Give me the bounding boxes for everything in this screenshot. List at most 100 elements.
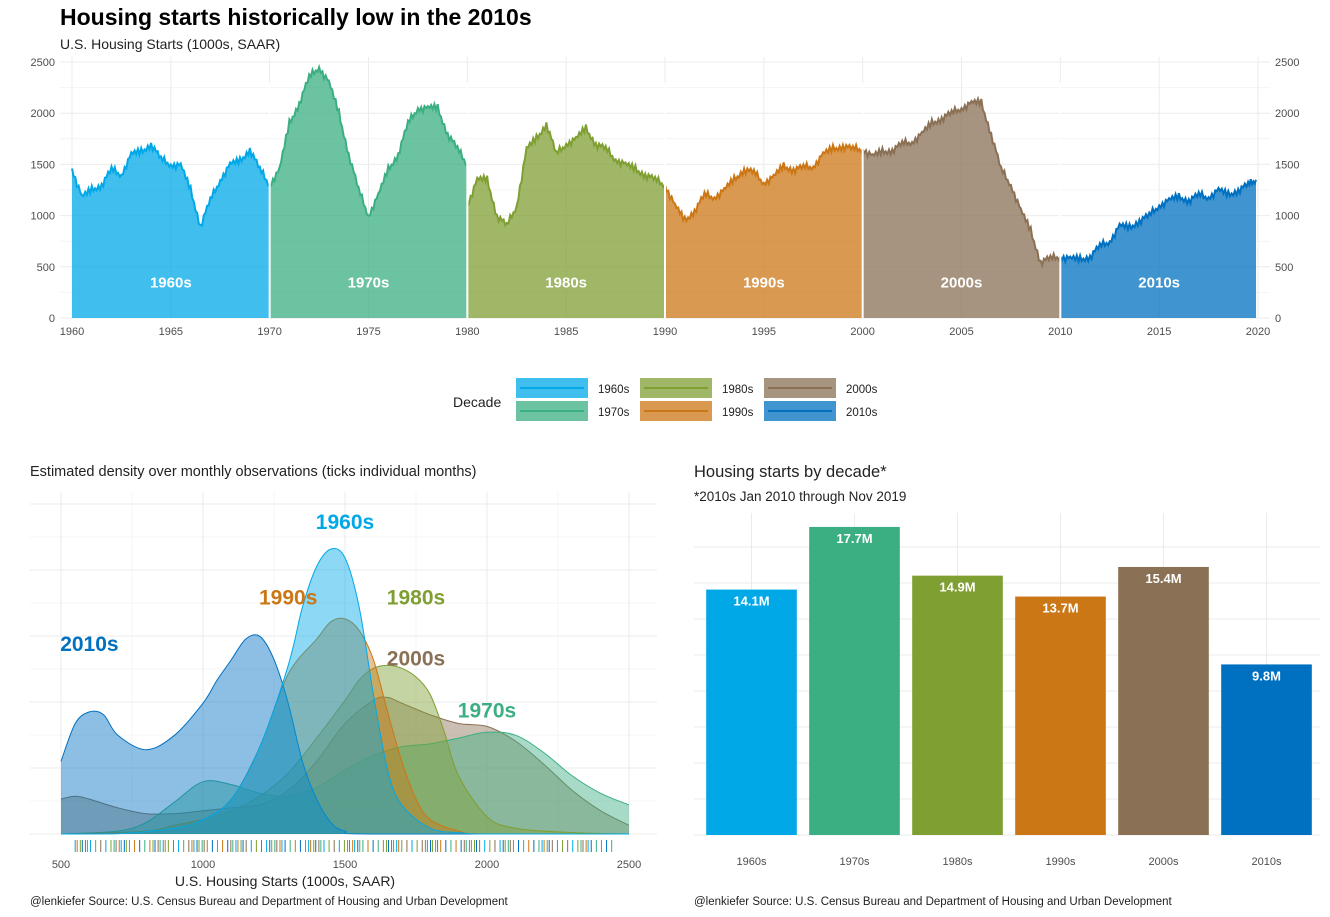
bar-caption: @lenkiefer Source: U.S. Census Bureau an… (694, 896, 1172, 908)
bar-1980s (912, 575, 1003, 835)
legend-title: Decade (453, 394, 501, 410)
x-tick-label: 2005 (949, 326, 973, 338)
decade-label: 1990s (743, 274, 785, 291)
bar-category-label: 1990s (1046, 856, 1076, 868)
density-area-2010s (61, 634, 629, 834)
y-tick-label-left: 500 (37, 262, 55, 274)
legend-label-1990s: 1990s (722, 407, 754, 419)
decade-label: 1970s (348, 274, 390, 291)
density-line-1980s (60, 664, 630, 835)
y-tick-label-left: 0 (49, 313, 55, 325)
bar-1960s (706, 589, 797, 835)
bar-chart-title: Housing starts by decade* (694, 463, 887, 481)
x-tick-label: 2000 (850, 326, 874, 338)
y-tick-label-right: 1500 (1275, 159, 1299, 171)
bar-2010s (1221, 664, 1312, 835)
bar-1970s (809, 526, 900, 835)
decade-line-1970s (269, 63, 468, 217)
density-x-tick-label: 1500 (333, 859, 357, 871)
density-peak-label-1970s: 1970s (458, 700, 516, 723)
y-tick-label-right: 0 (1275, 313, 1281, 325)
x-tick-label: 1980 (455, 326, 479, 338)
decade-label: 1960s (150, 274, 192, 291)
bar-value-label: 17.7M (836, 531, 872, 546)
decade-area-2000s (862, 99, 1061, 318)
density-peak-label-1980s: 1980s (387, 586, 445, 609)
x-tick-label: 1975 (356, 326, 380, 338)
bar-chart: 14.1M 1960s 17.7M 1970s 14.9M 1980s 13.7M 1990s… (694, 513, 1320, 868)
bar-category-label: 1960s (737, 856, 767, 868)
bar-category-label: 2010s (1252, 856, 1282, 868)
x-tick-label: 1990 (653, 326, 677, 338)
decade-label: 2010s (1138, 274, 1180, 291)
density-area-1980s (61, 665, 629, 834)
bar-1990s (1015, 596, 1106, 835)
x-tick-label: 2010 (1048, 326, 1072, 338)
decade-area-1960s (72, 142, 270, 318)
density-x-tick-label: 500 (52, 859, 70, 871)
legend-label-1970s: 1970s (598, 407, 630, 419)
x-tick-label: 2020 (1246, 326, 1270, 338)
y-tick-label-right: 2000 (1275, 108, 1299, 120)
decade-legend: Decade 1960s 1970s 1980s 1990s 2000s 2010s (453, 378, 878, 421)
x-tick-label: 1995 (752, 326, 776, 338)
decade-line-2000s (861, 95, 1062, 269)
density-area-1970s (61, 732, 629, 834)
legend-label-1960s: 1960s (598, 384, 630, 396)
density-line-1970s (60, 731, 630, 835)
decade-line-1980s (466, 122, 666, 228)
x-tick-label: 1970 (257, 326, 281, 338)
y-tick-label-left: 1500 (31, 159, 55, 171)
y-tick-label-left: 2000 (31, 108, 55, 120)
density-peak-label-1960s: 1960s (316, 511, 374, 534)
decade-line-2010s (1059, 178, 1257, 266)
y-tick-label-left: 1000 (31, 211, 55, 223)
bar-value-label: 14.1M (733, 594, 769, 609)
x-tick-label: 1960 (60, 326, 84, 338)
legend-label-1980s: 1980s (722, 384, 754, 396)
y-tick-label-right: 500 (1275, 262, 1293, 274)
density-peak-label-2010s: 2010s (60, 633, 118, 656)
density-line-2000s (60, 696, 630, 826)
y-tick-label-right: 2500 (1275, 57, 1299, 69)
decade-area-2010s (1060, 179, 1257, 318)
bar-category-label: 1970s (840, 856, 870, 868)
decade-area-1970s (269, 67, 468, 318)
density-chart-title: Estimated density over monthly observati… (30, 464, 477, 480)
x-tick-label: 2015 (1147, 326, 1171, 338)
legend-label-2000s: 2000s (846, 384, 878, 396)
bar-value-label: 9.8M (1252, 668, 1281, 683)
decade-line-1990s (664, 141, 864, 224)
bar-chart-subtitle: *2010s Jan 2010 through Nov 2019 (694, 489, 907, 504)
density-x-tick-label: 2000 (475, 859, 499, 871)
density-area-2000s (61, 696, 629, 834)
y-tick-label-right: 1000 (1275, 211, 1299, 223)
density-line-2010s (60, 634, 629, 835)
density-chart: 1960s 1990s 1980s 2000s 1970s 2010s 500 1000 150… (30, 492, 657, 889)
bar-category-label: 1980s (943, 856, 973, 868)
decade-area-1980s (467, 122, 665, 319)
bar-category-label: 2000s (1149, 856, 1179, 868)
density-peak-label-1990s: 1990s (259, 586, 317, 609)
bar-value-label: 15.4M (1145, 571, 1181, 586)
page-title: Housing starts historically low in the 2… (60, 4, 532, 30)
legend-label-2010s: 2010s (846, 407, 878, 419)
decade-area-1990s (665, 145, 863, 318)
density-x-tick-label: 1000 (191, 859, 215, 871)
density-area-1960s (61, 548, 629, 834)
density-line-1960s (60, 548, 629, 835)
bar-value-label: 13.7M (1042, 601, 1078, 616)
timeseries-chart: 1960s 1970s 1980s 1990s 2000s 2010s 0 0 500 500 10… (31, 57, 1299, 338)
x-tick-label: 1985 (554, 326, 578, 338)
bar-2000s (1118, 566, 1209, 835)
decade-line-1960s (71, 142, 270, 228)
density-caption: @lenkiefer Source: U.S. Census Bureau an… (30, 896, 508, 908)
x-tick-label: 1965 (159, 326, 183, 338)
density-peak-label-2000s: 2000s (387, 647, 445, 670)
decade-label: 2000s (941, 274, 983, 291)
page-subtitle: U.S. Housing Starts (1000s, SAAR) (60, 36, 281, 52)
density-area-1990s (61, 618, 629, 834)
y-tick-label-left: 2500 (31, 57, 55, 69)
density-x-axis-label: U.S. Housing Starts (1000s, SAAR) (175, 873, 395, 889)
decade-label: 1980s (545, 274, 587, 291)
